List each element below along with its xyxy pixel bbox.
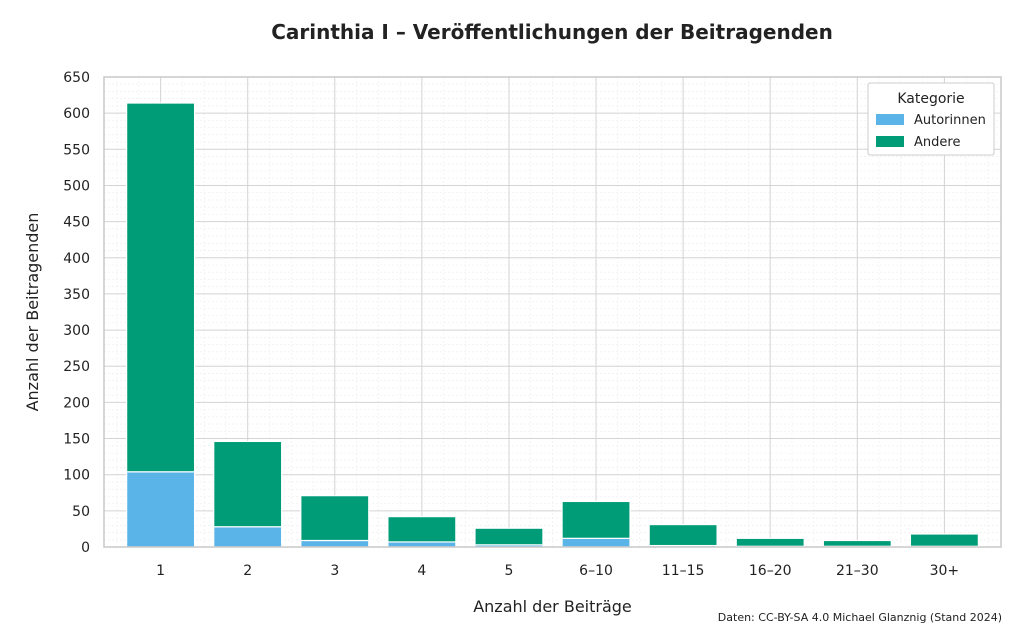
x-tick-label: 30+	[930, 563, 960, 579]
x-tick-label: 4	[417, 563, 426, 579]
y-tick-label: 0	[81, 540, 90, 556]
y-tick-label: 450	[63, 215, 90, 231]
x-tick-label: 16–20	[749, 563, 792, 579]
data-credit: Daten: CC-BY-SA 4.0 Michael Glanznig (St…	[717, 611, 1002, 624]
chart-title: Carinthia I – Veröffentlichungen der Bei…	[271, 20, 833, 44]
x-tick-label: 6–10	[579, 563, 613, 579]
legend-swatch-andere	[876, 136, 904, 147]
y-tick-label: 400	[63, 251, 90, 267]
y-tick-label: 350	[63, 287, 90, 303]
x-axis-label: Anzahl der Beiträge	[473, 597, 632, 616]
x-tick-label: 5	[504, 563, 513, 579]
y-tick-label: 650	[63, 70, 90, 86]
bar-autorinnen-2	[300, 539, 370, 548]
legend-title: Kategorie	[897, 91, 964, 107]
bar-andere-7	[735, 537, 805, 547]
x-axis-ticks: 1 2 3 4 5 6–10 11–15 16–20 21–30 30+	[156, 563, 959, 579]
y-tick-label: 500	[63, 178, 90, 194]
y-tick-label: 100	[63, 468, 90, 484]
bar-autorinnen-1	[213, 526, 283, 548]
bar-autorinnen-5	[561, 537, 631, 548]
bars	[126, 102, 979, 548]
y-tick-label: 250	[63, 359, 90, 375]
bar-andere-3	[387, 516, 457, 543]
bar-andere-0	[126, 102, 196, 473]
x-tick-label: 2	[243, 563, 252, 579]
bar-andere-6	[648, 523, 718, 547]
x-tick-label: 21–30	[836, 563, 879, 579]
bar-andere-8	[822, 539, 892, 547]
bar-autorinnen-3	[387, 541, 457, 548]
bar-andere-9	[909, 533, 979, 547]
y-tick-label: 550	[63, 142, 90, 158]
y-axis-ticks: 0 50 100 150 200 250 300 350 400 450 500 550 600 650	[63, 70, 90, 556]
legend: Kategorie Autorinnen Andere	[867, 82, 995, 156]
bar-andere-1	[213, 440, 283, 528]
bar-andere-2	[300, 495, 370, 542]
y-axis-label: Anzahl der Beitragenden	[23, 213, 42, 412]
plot-frame	[103, 76, 1002, 548]
legend-swatch-autorinnen	[876, 114, 904, 125]
y-tick-label: 200	[63, 395, 90, 411]
legend-label-andere: Andere	[914, 135, 960, 150]
bar-autorinnen-0	[126, 471, 196, 548]
x-tick-label: 11–15	[662, 563, 705, 579]
y-tick-label: 50	[72, 504, 90, 520]
y-tick-label: 300	[63, 323, 90, 339]
bar-andere-4	[474, 527, 544, 546]
x-tick-label: 1	[156, 563, 165, 579]
x-tick-label: 3	[330, 563, 339, 579]
bar-andere-5	[561, 500, 631, 539]
y-tick-label: 150	[63, 432, 90, 448]
y-tick-label: 600	[63, 106, 90, 122]
legend-label-autorinnen: Autorinnen	[914, 113, 986, 128]
